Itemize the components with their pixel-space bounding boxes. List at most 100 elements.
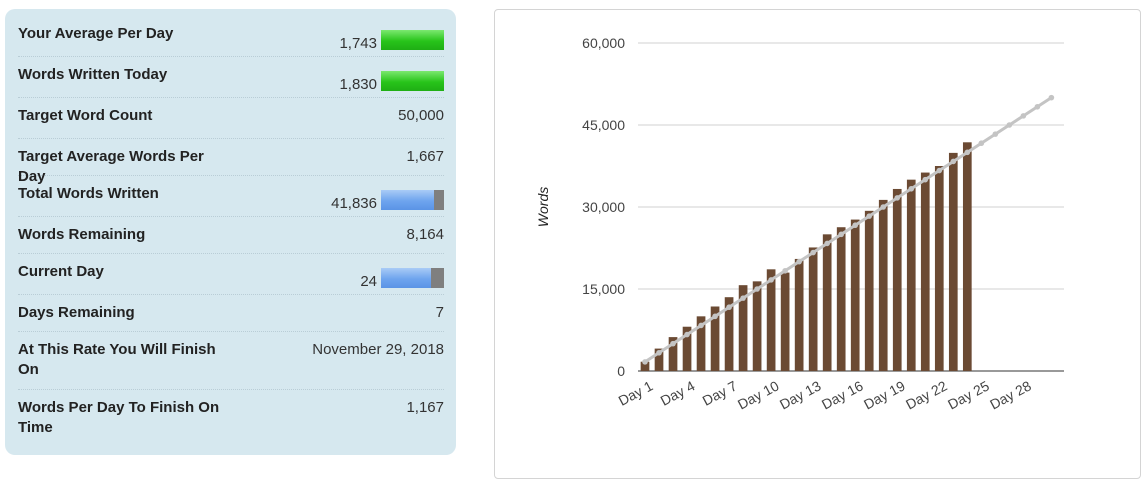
bar-mark [640,361,650,371]
target-point [782,267,788,274]
bar-mark [766,269,776,371]
stat-label: At This Rate You Will Finish On [18,341,216,378]
stat-value: 7 [435,304,444,321]
target-point [838,231,844,238]
target-point [810,249,816,256]
target-line [644,96,1053,364]
progress-bar-fill [381,190,434,210]
progress-bar [381,268,444,288]
x-tick-label: Day 25 [945,377,992,412]
x-tick-label: Day 22 [903,377,950,412]
x-tick-label: Day 13 [777,377,824,412]
stat-row: Days Remaining 7 [18,295,444,332]
target-point [712,313,718,320]
bar-mark [752,281,762,371]
y-tick-label: 45,000 [582,117,625,133]
bar-mark [794,258,804,371]
bar-mark [724,297,734,371]
bar-mark [864,210,874,371]
stat-label: Current Day [18,263,104,280]
bar-mark [920,172,930,371]
chart-card: 0 15,000 30,000 45,000 60,000 Words Day 1 Day 4… [494,9,1141,479]
bar-mark [668,337,678,371]
bar-mark [892,188,902,371]
bar-mark [850,219,860,371]
stat-label: Days Remaining [18,304,135,321]
progress-bar-fill [381,268,432,288]
stat-row: Words Per Day To Finish On Time 1,167 [18,390,444,446]
y-tick-label: 15,000 [582,281,625,297]
target-point [824,240,830,247]
target-point [936,167,943,174]
y-tick-label: 60,000 [582,35,625,51]
stat-row: At This Rate You Will Finish On November … [18,332,444,390]
stat-value: 1,743 [339,35,377,52]
target-point [1034,103,1041,110]
progress-bar [381,71,444,91]
x-tick-label: Day 7 [700,377,740,408]
x-tick-label: Day 28 [987,377,1034,412]
progress-bar [381,30,444,50]
x-tick-label: Day 19 [861,377,908,412]
target-point [754,286,760,292]
bar-mark [948,152,958,371]
target-point [1006,122,1013,128]
target-point [1048,94,1055,101]
target-point [670,340,676,347]
stat-row: Target Average Words Per Day 1,667 [18,139,444,185]
stats-panel: Your Average Per Day 1,743 Words Written T… [5,9,456,455]
progress-chart: 0 15,000 30,000 45,000 60,000 Words Day 1 Day 4… [535,35,1064,412]
target-point [656,349,662,356]
target-point [866,213,873,219]
stat-label: Words Written Today [18,66,168,83]
target-point [852,222,859,229]
bar-mark [836,227,846,371]
target-point [768,277,774,283]
target-point [698,322,704,329]
bar-mark [808,247,818,371]
stat-label: Your Average Per Day [18,25,174,42]
bar-mark [962,142,972,371]
stat-value: 24 [360,273,377,290]
target-point [964,149,971,156]
target-point [740,295,746,301]
bar-mark [906,179,916,371]
target-point [726,304,732,311]
bar-mark [780,272,790,371]
target-point [992,131,999,137]
target-point [684,331,690,338]
x-tick-label: Day 16 [819,377,866,412]
stat-label: Total Words Written [18,185,159,202]
stat-label: Words Remaining [18,226,146,243]
stat-value: 50,000 [398,107,444,124]
bar-mark [738,285,748,371]
stat-value: 41,836 [331,195,377,212]
stat-value: November 29, 2018 [312,341,444,358]
target-point [1020,113,1027,119]
target-point [950,158,957,165]
stat-row: Current Day 24 [18,254,444,295]
target-point [880,204,887,210]
y-tick-label: 0 [617,363,625,379]
bar-mark [934,166,944,371]
x-tick-label: Day 10 [735,377,782,412]
x-tick-label: Day 4 [658,377,698,408]
bar-mark [682,326,692,371]
target-point [908,185,915,192]
y-tick-label: 30,000 [582,199,625,215]
stat-label: Target Word Count [18,107,153,124]
bar-mark [710,306,720,371]
stat-label: Words Per Day To Finish On Time [18,399,220,436]
stat-label: Target Average Words Per Day [18,148,204,185]
stat-row: Your Average Per Day 1,743 [18,16,444,57]
progress-bar [381,190,444,210]
target-point [796,258,802,265]
target-point [642,359,648,365]
bar-mark [822,234,832,371]
x-tick-label: Day 1 [616,377,656,408]
stat-value: 1,830 [339,76,377,93]
target-point [978,140,985,147]
stat-value: 1,167 [406,399,444,416]
stat-row: Words Written Today 1,830 [18,57,444,98]
bar-mark [696,316,706,371]
